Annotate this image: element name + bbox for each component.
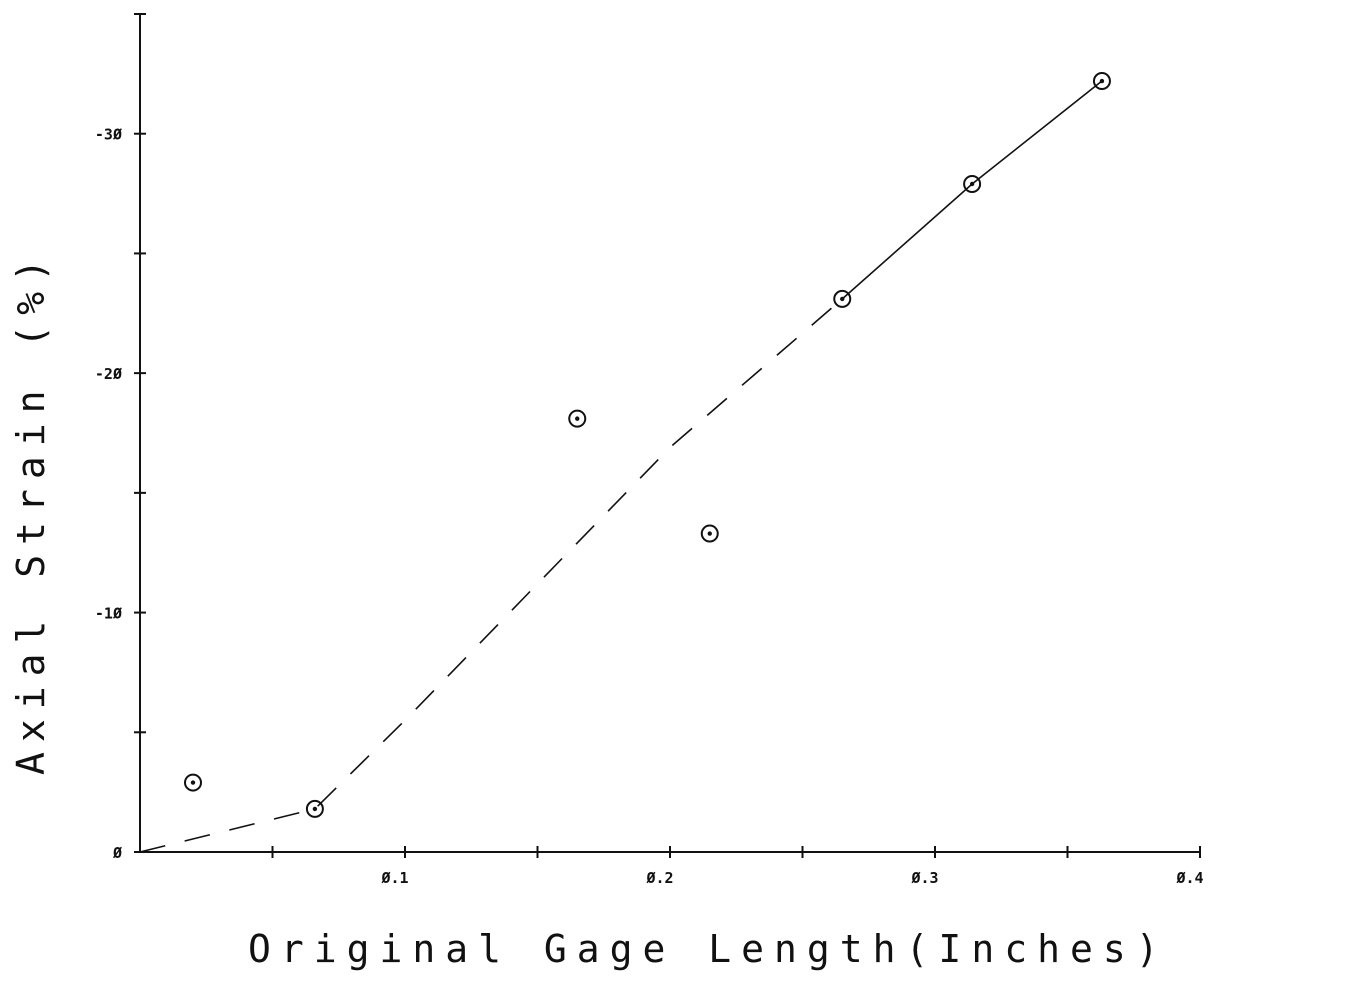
data-point-dot bbox=[707, 531, 712, 536]
data-point-dot bbox=[575, 416, 580, 421]
data-point bbox=[1092, 72, 1111, 91]
curve-lines bbox=[139, 80, 1103, 853]
solid-curve bbox=[841, 80, 1103, 300]
y-tick-label: Ø bbox=[112, 844, 122, 862]
data-point-dot bbox=[840, 296, 845, 302]
data-markers bbox=[184, 72, 1111, 818]
axes bbox=[134, 13, 1201, 858]
x-tick-label: Ø.1 bbox=[380, 869, 408, 887]
x-tick-label: Ø.2 bbox=[645, 869, 673, 887]
data-point-ring bbox=[833, 289, 852, 308]
data-point-dot bbox=[312, 806, 318, 812]
y-tick-label: -2Ø bbox=[95, 365, 122, 383]
dashed-curve bbox=[139, 298, 843, 853]
y-tick-label: -1Ø bbox=[95, 605, 122, 623]
data-point bbox=[700, 524, 719, 543]
y-tick-label: -3Ø bbox=[95, 126, 122, 144]
x-axis-title: Original Gage Length(Inches) bbox=[248, 927, 1169, 971]
data-point-ring bbox=[305, 799, 324, 818]
x-tick-label: Ø.4 bbox=[1175, 869, 1203, 887]
data-point-dot bbox=[969, 181, 975, 187]
data-point bbox=[963, 174, 982, 193]
data-point-dot bbox=[1099, 78, 1105, 84]
data-point-dot bbox=[190, 780, 196, 785]
tick-labels: Ø.1 Ø.2 Ø.3 Ø.4 Ø -1Ø -2Ø -3Ø bbox=[95, 126, 1204, 887]
data-point bbox=[833, 289, 852, 308]
y-axis-title: Axial Strain (%) bbox=[9, 249, 53, 775]
data-point bbox=[305, 799, 324, 818]
data-point-ring bbox=[700, 524, 719, 543]
data-point-ring bbox=[1092, 72, 1111, 91]
data-point bbox=[568, 409, 587, 428]
x-tick-label: Ø.3 bbox=[910, 869, 938, 887]
data-point-ring bbox=[568, 409, 587, 428]
data-point-ring bbox=[184, 773, 202, 792]
data-point bbox=[184, 773, 202, 792]
data-point-ring bbox=[963, 174, 982, 193]
